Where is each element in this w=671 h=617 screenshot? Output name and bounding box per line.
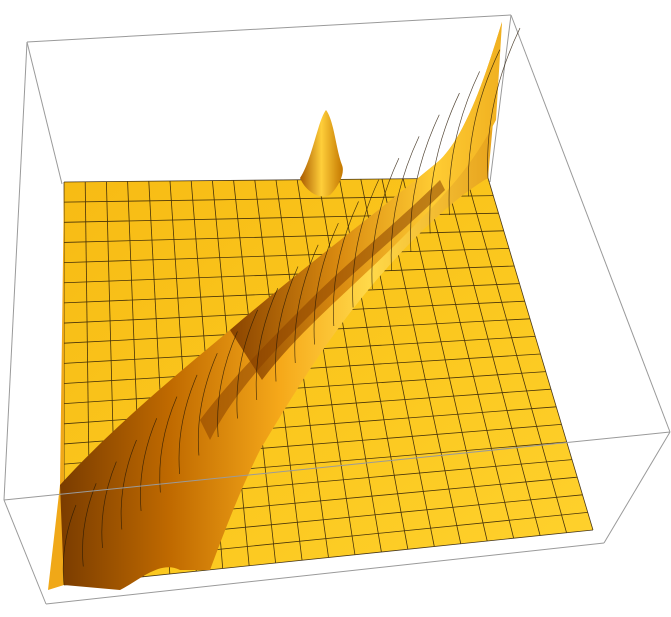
surface-left-wall [48, 182, 64, 590]
mesh-line-vertical [402, 178, 488, 542]
mesh-line-horizontal [63, 529, 594, 586]
ridge-mesh-line [255, 288, 279, 401]
bounding-box-front [3, 431, 671, 605]
ridge-mesh-line [197, 353, 218, 456]
mesh-line-vertical [424, 178, 515, 539]
ridge-mesh-line [352, 179, 380, 308]
mesh-line-vertical [445, 178, 541, 536]
ridge-mesh-line [313, 222, 339, 345]
mesh-line-vertical [296, 179, 356, 555]
ridge-mesh-line [159, 396, 178, 493]
ridge-mesh-line [236, 309, 258, 419]
ridge-mesh-line [82, 483, 97, 567]
ridge-mesh-line [217, 331, 238, 438]
bounding-box-back [3, 14, 671, 501]
mesh-line-vertical [487, 177, 594, 531]
ridge-mesh-line [371, 157, 400, 290]
surface-ridge-wall [230, 22, 502, 380]
ridge-mesh-line [120, 439, 137, 530]
ridge-mesh-line [178, 374, 198, 475]
ridge-mesh-line [275, 266, 299, 382]
ridge-mesh-line [390, 136, 420, 271]
surface-peak [300, 110, 343, 197]
ridge-mesh-line [140, 418, 158, 512]
surface-ridge-shadow [200, 180, 445, 440]
ridge-mesh-line [448, 71, 480, 216]
mesh-line-horizontal [63, 371, 546, 405]
ridge-mesh-line [101, 461, 117, 549]
mesh-line-vertical [318, 179, 382, 553]
ridge-mesh-line [487, 27, 521, 179]
ridge-mesh-line [467, 49, 501, 197]
ridge-mesh-line [62, 504, 77, 586]
mesh-line-vertical [466, 178, 567, 533]
ridge-mesh-lines [62, 27, 521, 586]
ridge-mesh-line [429, 92, 460, 234]
ridge-mesh-line [333, 201, 359, 327]
ridge-mesh-line [410, 114, 440, 253]
ridge-mesh-line [294, 244, 319, 364]
